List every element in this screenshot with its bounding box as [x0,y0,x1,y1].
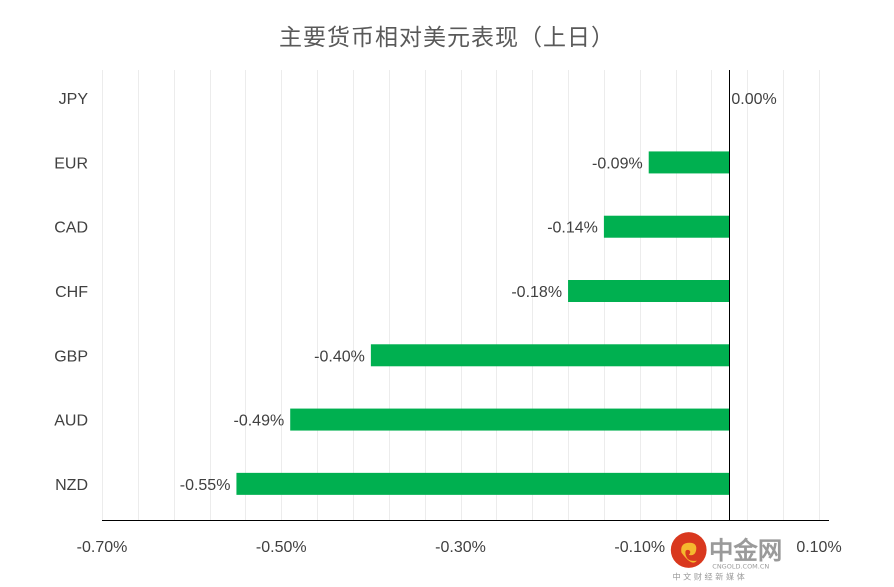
category-label: EUR [54,155,88,172]
data-label: -0.18% [511,284,562,301]
category-label: JPY [59,91,89,108]
x-tick-label: -0.70% [77,539,128,556]
category-label: AUD [54,413,88,430]
category-label: GBP [54,348,88,365]
svg-text:CNGOLD.COM.CN: CNGOLD.COM.CN [712,563,769,571]
bar-chf [568,280,730,302]
data-label: -0.49% [234,413,285,430]
data-label: -0.40% [314,348,365,365]
category-label: CAD [54,220,88,237]
x-tick-label: -0.50% [256,539,307,556]
x-tick-label: -0.30% [435,539,486,556]
bar-gbp [370,344,730,367]
x-tick-label: 0.10% [796,539,841,556]
x-tick-label: -0.10% [614,539,665,556]
cngold-logo-watermark: 中金网 CNGOLD.COM.CN 中 文 财 经 新 媒 体 [670,532,782,581]
svg-text:中 文 财 经 新 媒 体: 中 文 财 经 新 媒 体 [672,571,744,581]
data-label: -0.09% [592,155,643,172]
bar-aud [290,408,730,431]
data-label: 0.00% [731,91,776,108]
bar-nzd [236,472,730,495]
category-label: NZD [55,477,88,494]
data-label: -0.14% [547,220,598,237]
bar-cad [603,215,730,238]
bar-eur [648,151,730,174]
category-label: CHF [55,284,88,301]
svg-text:中金网: 中金网 [709,536,782,565]
chart-title: 主要货币相对美元表现（上日） [279,25,615,51]
data-label: -0.55% [180,477,231,494]
